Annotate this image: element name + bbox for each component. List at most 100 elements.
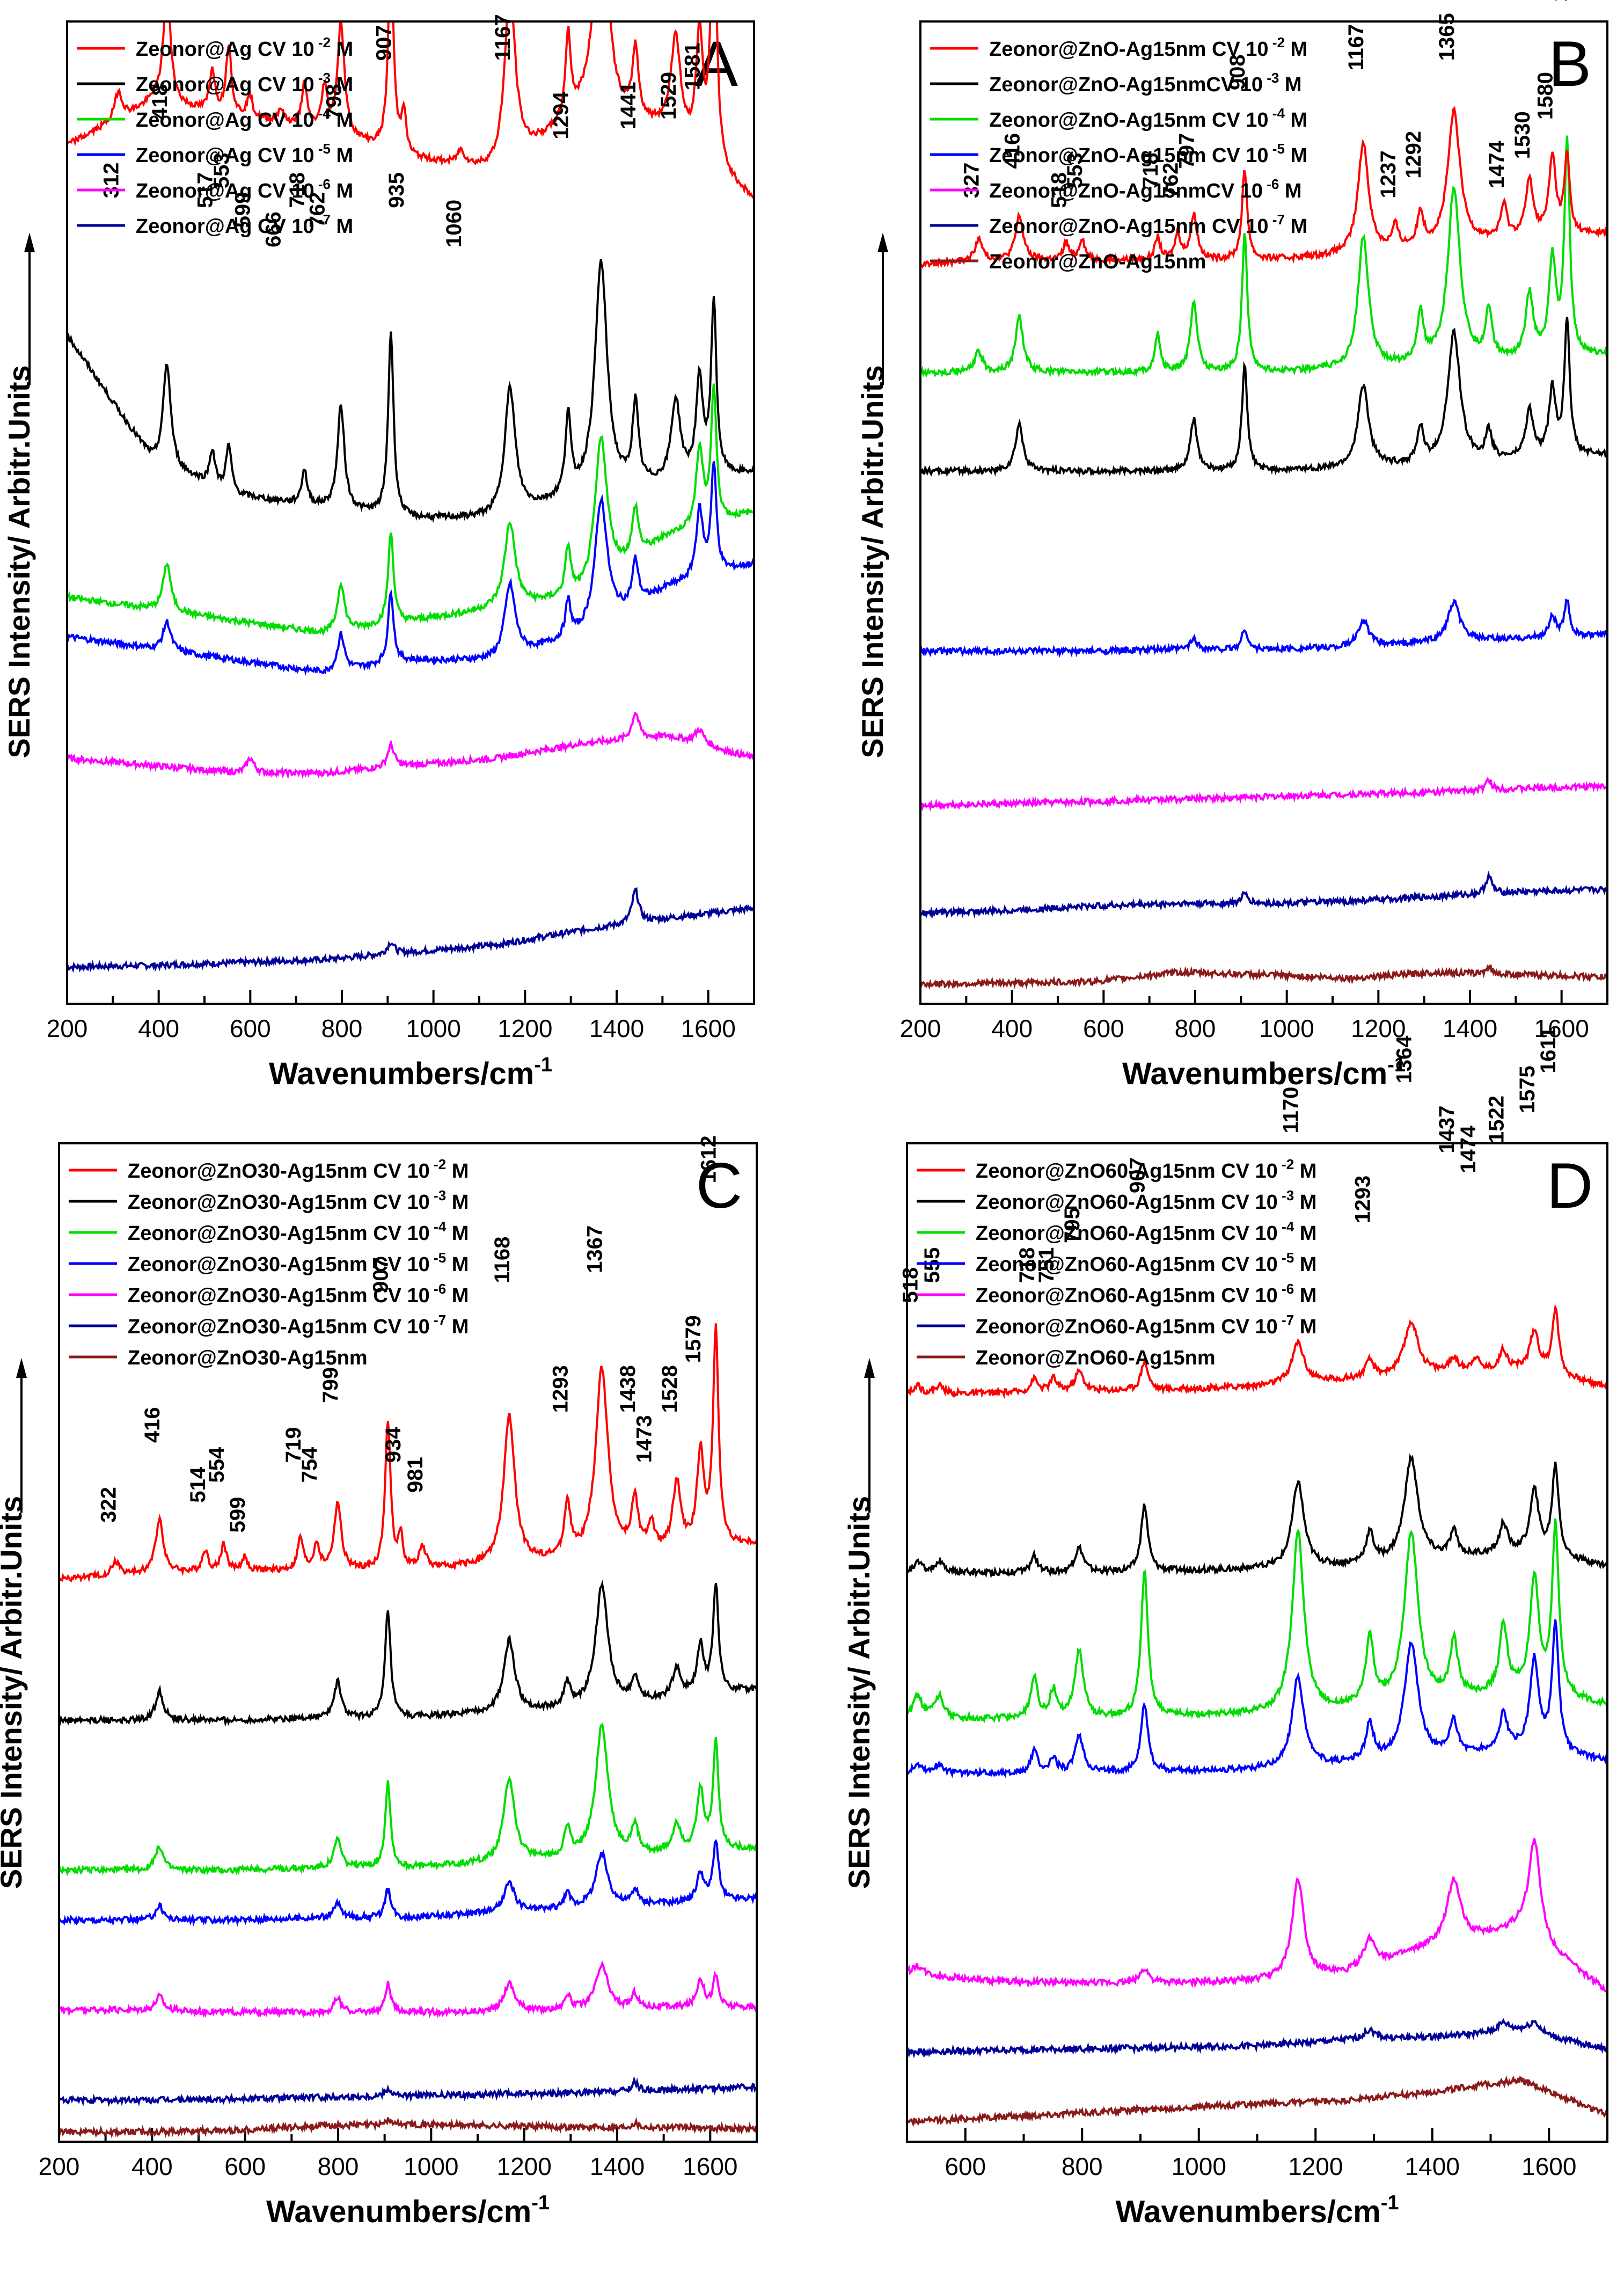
- legend-unit: M: [446, 1284, 469, 1307]
- x-tick-label: 1600: [1534, 1014, 1589, 1042]
- legend-exponent: -4: [1278, 1218, 1294, 1235]
- peak-label: 935: [385, 172, 408, 208]
- peak-label: 1611: [1537, 1027, 1560, 1074]
- x-axis-label-sup: -1: [1387, 1054, 1406, 1076]
- peak-label: 554: [205, 1447, 229, 1483]
- peak-label: 514: [186, 1466, 210, 1502]
- legend-unit: M: [331, 144, 353, 167]
- peak-label: 981: [404, 1457, 427, 1493]
- legend-exponent: -6: [430, 1281, 446, 1297]
- peak-label: 1060: [442, 200, 466, 247]
- peak-label: 718: [286, 172, 309, 208]
- legend-unit: M: [1279, 180, 1301, 202]
- x-axis-label: Wavenumbers/cm-1: [269, 1054, 552, 1091]
- legend-entry: Zeonor@Ag CV 10 -3 M: [136, 70, 353, 96]
- x-tick-label: 800: [1062, 2152, 1103, 2180]
- series-line: [908, 1619, 1606, 1779]
- panel-letter: B: [1548, 28, 1591, 100]
- series-line: [68, 383, 753, 637]
- x-tick-label: 600: [945, 2152, 986, 2180]
- x-axis-label: Wavenumbers/cm-1: [1115, 2192, 1399, 2229]
- legend-unit: M: [331, 215, 353, 238]
- peak-label: 718: [1139, 152, 1162, 188]
- peak-label: 795: [1060, 1207, 1084, 1243]
- legend-entry: Zeonor@Ag CV 10 -4 M: [136, 105, 353, 132]
- x-tick-label: 800: [321, 1014, 363, 1042]
- peak-label: 751: [1035, 1247, 1058, 1283]
- peak-label: 327: [960, 163, 983, 199]
- legend-entry: Zeonor@ZnO30-Ag15nm: [128, 1347, 368, 1369]
- x-axis-label-sup: -1: [531, 2192, 550, 2214]
- series-line: [60, 1960, 756, 2019]
- legend-exponent: -3: [430, 1187, 446, 1203]
- peak-label: 416: [1000, 133, 1024, 169]
- series-line: [60, 1838, 756, 1927]
- legend-unit: M: [1279, 74, 1301, 96]
- series-line: [908, 1453, 1606, 1579]
- x-tick-label: 1400: [589, 1014, 644, 1042]
- legend-entry: Zeonor@ZnO60-Ag15nm CV 10 -5 M: [976, 1250, 1316, 1276]
- series-line: [908, 2075, 1606, 2128]
- legend-unit: M: [1294, 1222, 1316, 1245]
- legend-entry: Zeonor@ZnO-Ag15nmCV 10 -3 M: [989, 70, 1302, 96]
- legend-unit: M: [1294, 1191, 1316, 1214]
- peak-label: 1441: [617, 82, 640, 129]
- y-axis-label: SERS Intensity/ Arbitr.Units: [0, 1496, 28, 1889]
- legend-unit: M: [446, 1222, 469, 1245]
- panel-C: 200 400 600 800 1000 1200 1400 1600 Wavenumbers/…: [0, 1135, 758, 2229]
- x-tick-label: 1400: [1443, 1014, 1497, 1042]
- peak-label: 798: [322, 84, 346, 120]
- x-tick-label: 1200: [1288, 2152, 1343, 2180]
- peak-label: 718: [1015, 1247, 1039, 1283]
- peak-label: 1473: [632, 1415, 656, 1463]
- legend-exponent: -4: [314, 105, 331, 121]
- y-axis-arrowhead: [24, 232, 35, 253]
- x-tick-label: 600: [224, 2152, 266, 2180]
- legend-entry: Zeonor@ZnO60-Ag15nm CV 10 -3 M: [976, 1187, 1316, 1214]
- legend-unit: M: [1285, 144, 1307, 167]
- x-tick-label: 1000: [1259, 1014, 1314, 1042]
- x-axis-label: Wavenumbers/cm-1: [1122, 1054, 1406, 1091]
- peak-label: 599: [231, 192, 254, 228]
- peak-label: 518: [899, 1267, 923, 1303]
- legend-exponent: -7: [430, 1312, 446, 1328]
- legend-entry: Zeonor@ZnO30-Ag15nm CV 10 -6 M: [128, 1281, 469, 1307]
- peak-label: 762: [1159, 163, 1183, 199]
- peak-label: 1612: [697, 1135, 721, 1183]
- legend-entry: Zeonor@ZnO60-Ag15nm CV 10 -6 M: [976, 1281, 1316, 1307]
- legend-exponent: -7: [1269, 211, 1285, 228]
- series-line: [921, 870, 1606, 920]
- peak-label: 555: [920, 1247, 944, 1283]
- peak-label: 553: [1063, 152, 1087, 188]
- x-axis-label: Wavenumbers/cm-1: [266, 2192, 550, 2229]
- legend-unit: M: [1285, 38, 1307, 61]
- x-tick-label: 1000: [406, 1014, 460, 1042]
- series-line: [68, 887, 753, 973]
- legend-unit: M: [1294, 1316, 1316, 1338]
- peak-label: 1474: [1457, 1125, 1480, 1173]
- y-axis-label: SERS Intensity/ Arbitr.Units: [855, 365, 889, 758]
- peak-label: 418: [148, 84, 172, 120]
- legend-unit: M: [1294, 1284, 1316, 1307]
- legend-unit: M: [331, 109, 353, 132]
- peak-label: 1293: [1351, 1176, 1374, 1223]
- peak-label: 1167: [491, 14, 515, 61]
- x-tick-label: 1000: [404, 2152, 458, 2180]
- y-axis-arrowhead: [16, 1357, 27, 1378]
- peak-label: 1170: [1279, 1087, 1303, 1134]
- x-tick-label: 400: [131, 2152, 173, 2180]
- legend-entry: Zeonor@ZnO30-Ag15nm CV 10 -2 M: [128, 1156, 469, 1183]
- legend-unit: M: [331, 38, 353, 61]
- legend-exponent: -6: [1263, 176, 1279, 192]
- legend-exponent: -7: [1278, 1312, 1294, 1328]
- legend-entry: Zeonor@ZnO60-Ag15nm CV 10 -7 M: [976, 1312, 1316, 1338]
- peak-label: 907: [372, 25, 396, 61]
- legend-exponent: -5: [314, 141, 331, 157]
- peak-label: 599: [226, 1497, 250, 1533]
- x-tick-label: 200: [900, 1014, 941, 1042]
- peak-label: 416: [141, 1407, 164, 1443]
- legend-entry: Zeonor@ZnO30-Ag15nm CV 10 -4 M: [128, 1218, 469, 1245]
- legend-entry: Zeonor@ZnO30-Ag15nm CV 10 -5 M: [128, 1250, 469, 1276]
- peak-label: 1438: [616, 1365, 640, 1413]
